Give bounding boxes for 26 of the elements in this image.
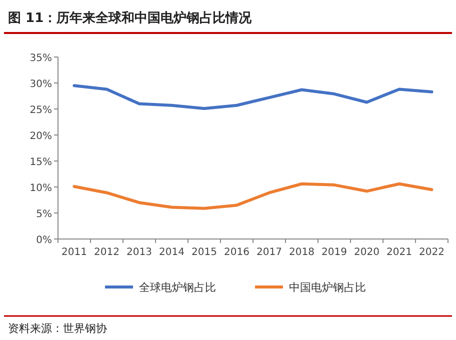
line-series bbox=[72, 84, 434, 110]
y-tick-label: 15% bbox=[30, 157, 52, 168]
x-tick-label: 2020 bbox=[354, 247, 380, 258]
x-tick-label: 2014 bbox=[159, 247, 184, 258]
legend-label: 中国电炉钢占比 bbox=[289, 281, 366, 294]
line-series bbox=[72, 182, 434, 210]
legend-label: 全球电炉钢占比 bbox=[139, 281, 216, 294]
x-tick-label: 2012 bbox=[94, 247, 120, 258]
y-tick-label: 25% bbox=[30, 105, 52, 116]
y-tick-label: 20% bbox=[30, 131, 52, 142]
x-tick-label: 2021 bbox=[386, 247, 412, 258]
x-tick-label: 2015 bbox=[192, 247, 217, 258]
x-tick-label: 2017 bbox=[256, 247, 282, 258]
chart-title: 图 11：历年来全球和中国电炉钢占比情况 bbox=[8, 10, 253, 26]
x-tick-label: 2013 bbox=[126, 247, 152, 258]
x-tick-label: 2016 bbox=[224, 247, 250, 258]
x-tick-label: 2018 bbox=[289, 247, 314, 258]
y-tick-label: 5% bbox=[36, 209, 52, 220]
text: 资料来源：世界钢协 bbox=[8, 322, 107, 335]
y-tick-label: 10% bbox=[30, 183, 52, 194]
x-tick-label: 2022 bbox=[419, 247, 444, 258]
x-tick-label: 2019 bbox=[322, 247, 347, 258]
x-tick-label: 2011 bbox=[62, 247, 87, 258]
y-tick-label: 35% bbox=[30, 53, 52, 64]
y-tick-label: 0% bbox=[36, 235, 52, 246]
y-tick-label: 30% bbox=[30, 79, 52, 90]
